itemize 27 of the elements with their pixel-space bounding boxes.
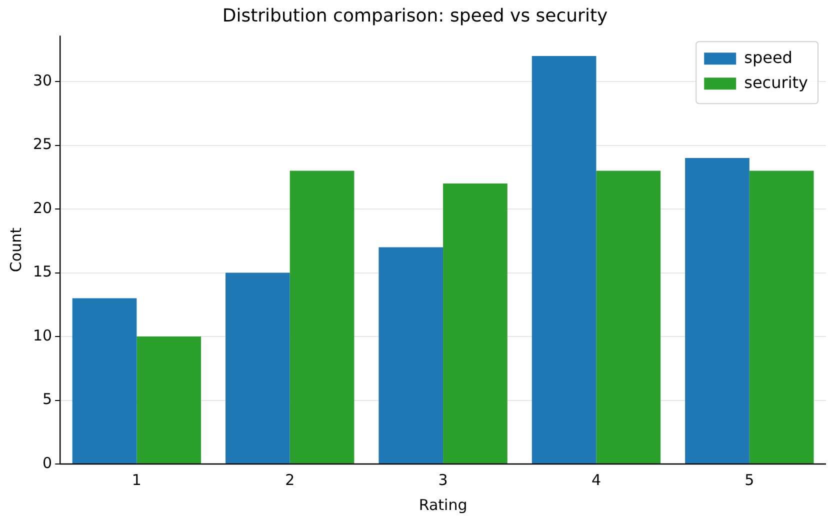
bar: [685, 158, 750, 464]
y-tick-label: 10: [32, 326, 52, 344]
bar: [136, 336, 202, 464]
legend-label: security: [744, 72, 808, 92]
chart-title: Distribution comparison: speed vs security: [222, 5, 608, 26]
bar: [596, 170, 661, 464]
y-tick-label: 15: [32, 262, 52, 281]
y-axis-title: Count: [6, 227, 25, 272]
bar: [443, 184, 508, 464]
y-tick-label: 25: [32, 135, 52, 154]
x-tick-label: 3: [438, 470, 448, 489]
bar: [749, 170, 814, 464]
bar: [226, 272, 290, 464]
y-tick-label: 5: [42, 390, 52, 408]
x-axis-title: Rating: [418, 496, 468, 514]
bar: [72, 298, 137, 464]
bar: [290, 170, 354, 464]
y-tick-label: 30: [32, 71, 52, 90]
bar: [532, 56, 596, 464]
y-tick-label: 0: [42, 454, 52, 472]
y-tick-label: 20: [32, 198, 52, 217]
x-tick-label: 2: [285, 470, 295, 489]
legend-label: speed: [744, 48, 792, 67]
x-tick-label: 5: [744, 470, 754, 489]
x-tick-label: 4: [591, 470, 601, 489]
x-tick-label: 1: [132, 470, 142, 489]
bar: [378, 247, 444, 464]
